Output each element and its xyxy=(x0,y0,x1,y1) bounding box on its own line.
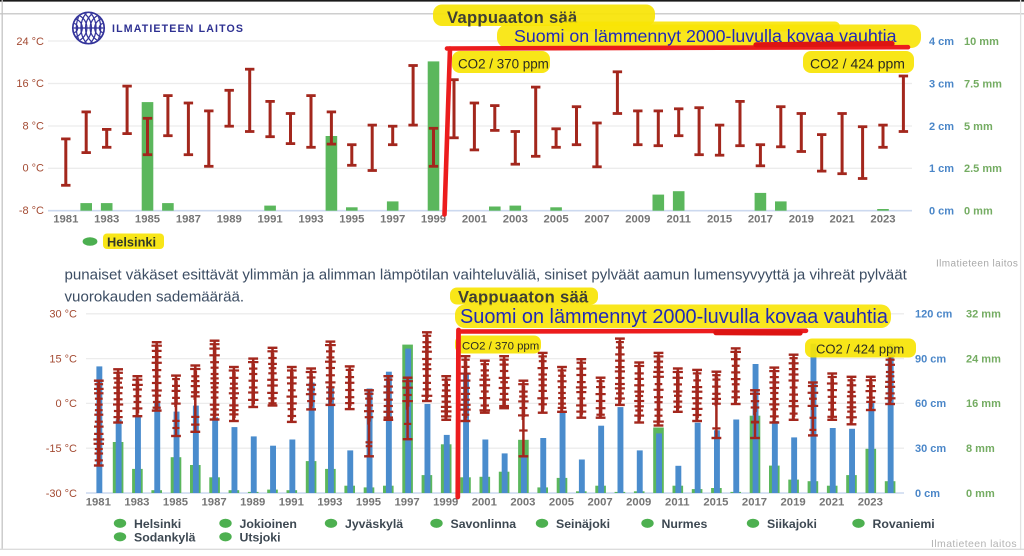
svg-text:2003: 2003 xyxy=(510,497,535,509)
svg-text:2011: 2011 xyxy=(665,497,690,509)
svg-text:2001: 2001 xyxy=(462,214,487,226)
svg-text:2015: 2015 xyxy=(703,497,728,509)
svg-text:2015: 2015 xyxy=(707,214,732,226)
svg-text:0 mm: 0 mm xyxy=(966,488,995,500)
svg-text:2017: 2017 xyxy=(742,497,767,509)
svg-text:1995: 1995 xyxy=(339,214,364,226)
svg-text:punaiset väkäset esittävät yli: punaiset väkäset esittävät ylimmän ja al… xyxy=(65,267,908,284)
svg-text:1981: 1981 xyxy=(86,497,111,509)
svg-text:ILMATIETEEN LAITOS: ILMATIETEEN LAITOS xyxy=(112,23,244,35)
svg-text:16 °C: 16 °C xyxy=(16,78,44,90)
svg-text:CO2 / 370 ppm: CO2 / 370 ppm xyxy=(458,57,549,72)
svg-text:Jokioinen: Jokioinen xyxy=(240,517,297,531)
svg-text:Savonlinna: Savonlinna xyxy=(451,517,517,531)
svg-text:1999: 1999 xyxy=(433,497,458,509)
svg-text:1985: 1985 xyxy=(163,497,188,509)
svg-text:90 cm: 90 cm xyxy=(915,353,946,365)
svg-text:CO2 / 424 ppm: CO2 / 424 ppm xyxy=(810,56,905,72)
svg-text:Vappuaaton sää: Vappuaaton sää xyxy=(458,287,589,306)
svg-text:Suomi on lämmennyt 2000-luvull: Suomi on lämmennyt 2000-luvulla kovaa va… xyxy=(460,306,889,328)
svg-text:Siikajoki: Siikajoki xyxy=(767,517,817,531)
svg-text:30 °C: 30 °C xyxy=(49,309,77,321)
svg-text:2007: 2007 xyxy=(588,497,613,509)
svg-text:1 cm: 1 cm xyxy=(929,163,954,175)
svg-text:0 °C: 0 °C xyxy=(22,163,44,175)
svg-text:2009: 2009 xyxy=(625,214,650,226)
svg-text:Jyväskylä: Jyväskylä xyxy=(345,517,403,531)
svg-text:1983: 1983 xyxy=(94,214,119,226)
svg-text:2021: 2021 xyxy=(819,497,844,509)
svg-text:0 °C: 0 °C xyxy=(55,398,77,410)
svg-text:1999: 1999 xyxy=(421,214,446,226)
svg-text:16 mm: 16 mm xyxy=(966,398,1001,410)
svg-text:1993: 1993 xyxy=(298,214,323,226)
svg-text:24 mm: 24 mm xyxy=(966,353,1001,365)
svg-text:2023: 2023 xyxy=(870,214,895,226)
svg-text:3 cm: 3 cm xyxy=(929,78,954,90)
svg-text:0 mm: 0 mm xyxy=(964,206,993,218)
svg-text:8 °C: 8 °C xyxy=(22,121,44,133)
svg-text:7.5 mm: 7.5 mm xyxy=(964,78,1002,90)
svg-text:2017: 2017 xyxy=(748,214,773,226)
svg-text:1993: 1993 xyxy=(317,497,342,509)
svg-text:-15 °C: -15 °C xyxy=(46,443,77,455)
svg-text:vuorokauden sademäärää.: vuorokauden sademäärää. xyxy=(65,289,245,306)
svg-text:2003: 2003 xyxy=(503,214,528,226)
svg-text:Helsinki: Helsinki xyxy=(134,517,181,531)
svg-text:2007: 2007 xyxy=(584,214,609,226)
svg-text:2005: 2005 xyxy=(549,497,574,509)
svg-text:4 cm: 4 cm xyxy=(929,36,954,48)
svg-text:1989: 1989 xyxy=(217,214,242,226)
svg-text:10 mm: 10 mm xyxy=(964,36,999,48)
svg-text:-8 °C: -8 °C xyxy=(19,205,44,217)
svg-text:Helsinki: Helsinki xyxy=(107,235,156,250)
svg-text:Sodankylä: Sodankylä xyxy=(134,531,196,545)
svg-text:Nurmes: Nurmes xyxy=(662,517,708,531)
svg-text:-30 °C: -30 °C xyxy=(46,488,77,500)
svg-text:1983: 1983 xyxy=(124,497,149,509)
svg-text:1991: 1991 xyxy=(258,214,283,226)
svg-text:Seinäjoki: Seinäjoki xyxy=(556,517,610,531)
svg-text:1997: 1997 xyxy=(380,214,405,226)
svg-text:24 °C: 24 °C xyxy=(16,36,44,48)
svg-text:2019: 2019 xyxy=(781,497,806,509)
svg-text:1987: 1987 xyxy=(176,214,201,226)
svg-text:CO2 / 370 ppm: CO2 / 370 ppm xyxy=(462,341,539,353)
svg-text:1989: 1989 xyxy=(240,497,265,509)
svg-text:1997: 1997 xyxy=(395,497,420,509)
svg-text:CO2 / 424 ppm: CO2 / 424 ppm xyxy=(816,342,904,357)
svg-text:0 cm: 0 cm xyxy=(929,206,954,218)
svg-text:Ilmatieteen laitos: Ilmatieteen laitos xyxy=(936,259,1018,270)
svg-text:2019: 2019 xyxy=(789,214,814,226)
svg-text:Utsjoki: Utsjoki xyxy=(240,531,281,545)
svg-text:2023: 2023 xyxy=(858,497,883,509)
svg-text:1981: 1981 xyxy=(53,214,78,226)
svg-text:1995: 1995 xyxy=(356,497,381,509)
svg-text:2005: 2005 xyxy=(544,214,569,226)
svg-text:Vappuaaton sää: Vappuaaton sää xyxy=(447,8,578,27)
svg-text:2.5 mm: 2.5 mm xyxy=(964,163,1002,175)
svg-text:30 cm: 30 cm xyxy=(915,443,946,455)
svg-text:60 cm: 60 cm xyxy=(915,398,946,410)
svg-text:1985: 1985 xyxy=(135,214,160,226)
svg-text:2 cm: 2 cm xyxy=(929,121,954,133)
svg-text:2021: 2021 xyxy=(830,214,855,226)
svg-text:2001: 2001 xyxy=(472,497,497,509)
svg-text:Ilmatieteen laitos: Ilmatieteen laitos xyxy=(931,538,1017,550)
svg-text:2011: 2011 xyxy=(666,214,691,226)
svg-text:8 mm: 8 mm xyxy=(966,443,995,455)
svg-text:1987: 1987 xyxy=(202,497,227,509)
svg-text:15 °C: 15 °C xyxy=(49,353,77,365)
svg-text:0 cm: 0 cm xyxy=(915,488,940,500)
svg-text:120 cm: 120 cm xyxy=(915,309,953,321)
svg-text:Rovaniemi: Rovaniemi xyxy=(873,517,935,531)
svg-text:2009: 2009 xyxy=(626,497,651,509)
svg-text:1991: 1991 xyxy=(279,497,304,509)
svg-text:32 mm: 32 mm xyxy=(966,309,1001,321)
svg-text:5 mm: 5 mm xyxy=(964,121,993,133)
